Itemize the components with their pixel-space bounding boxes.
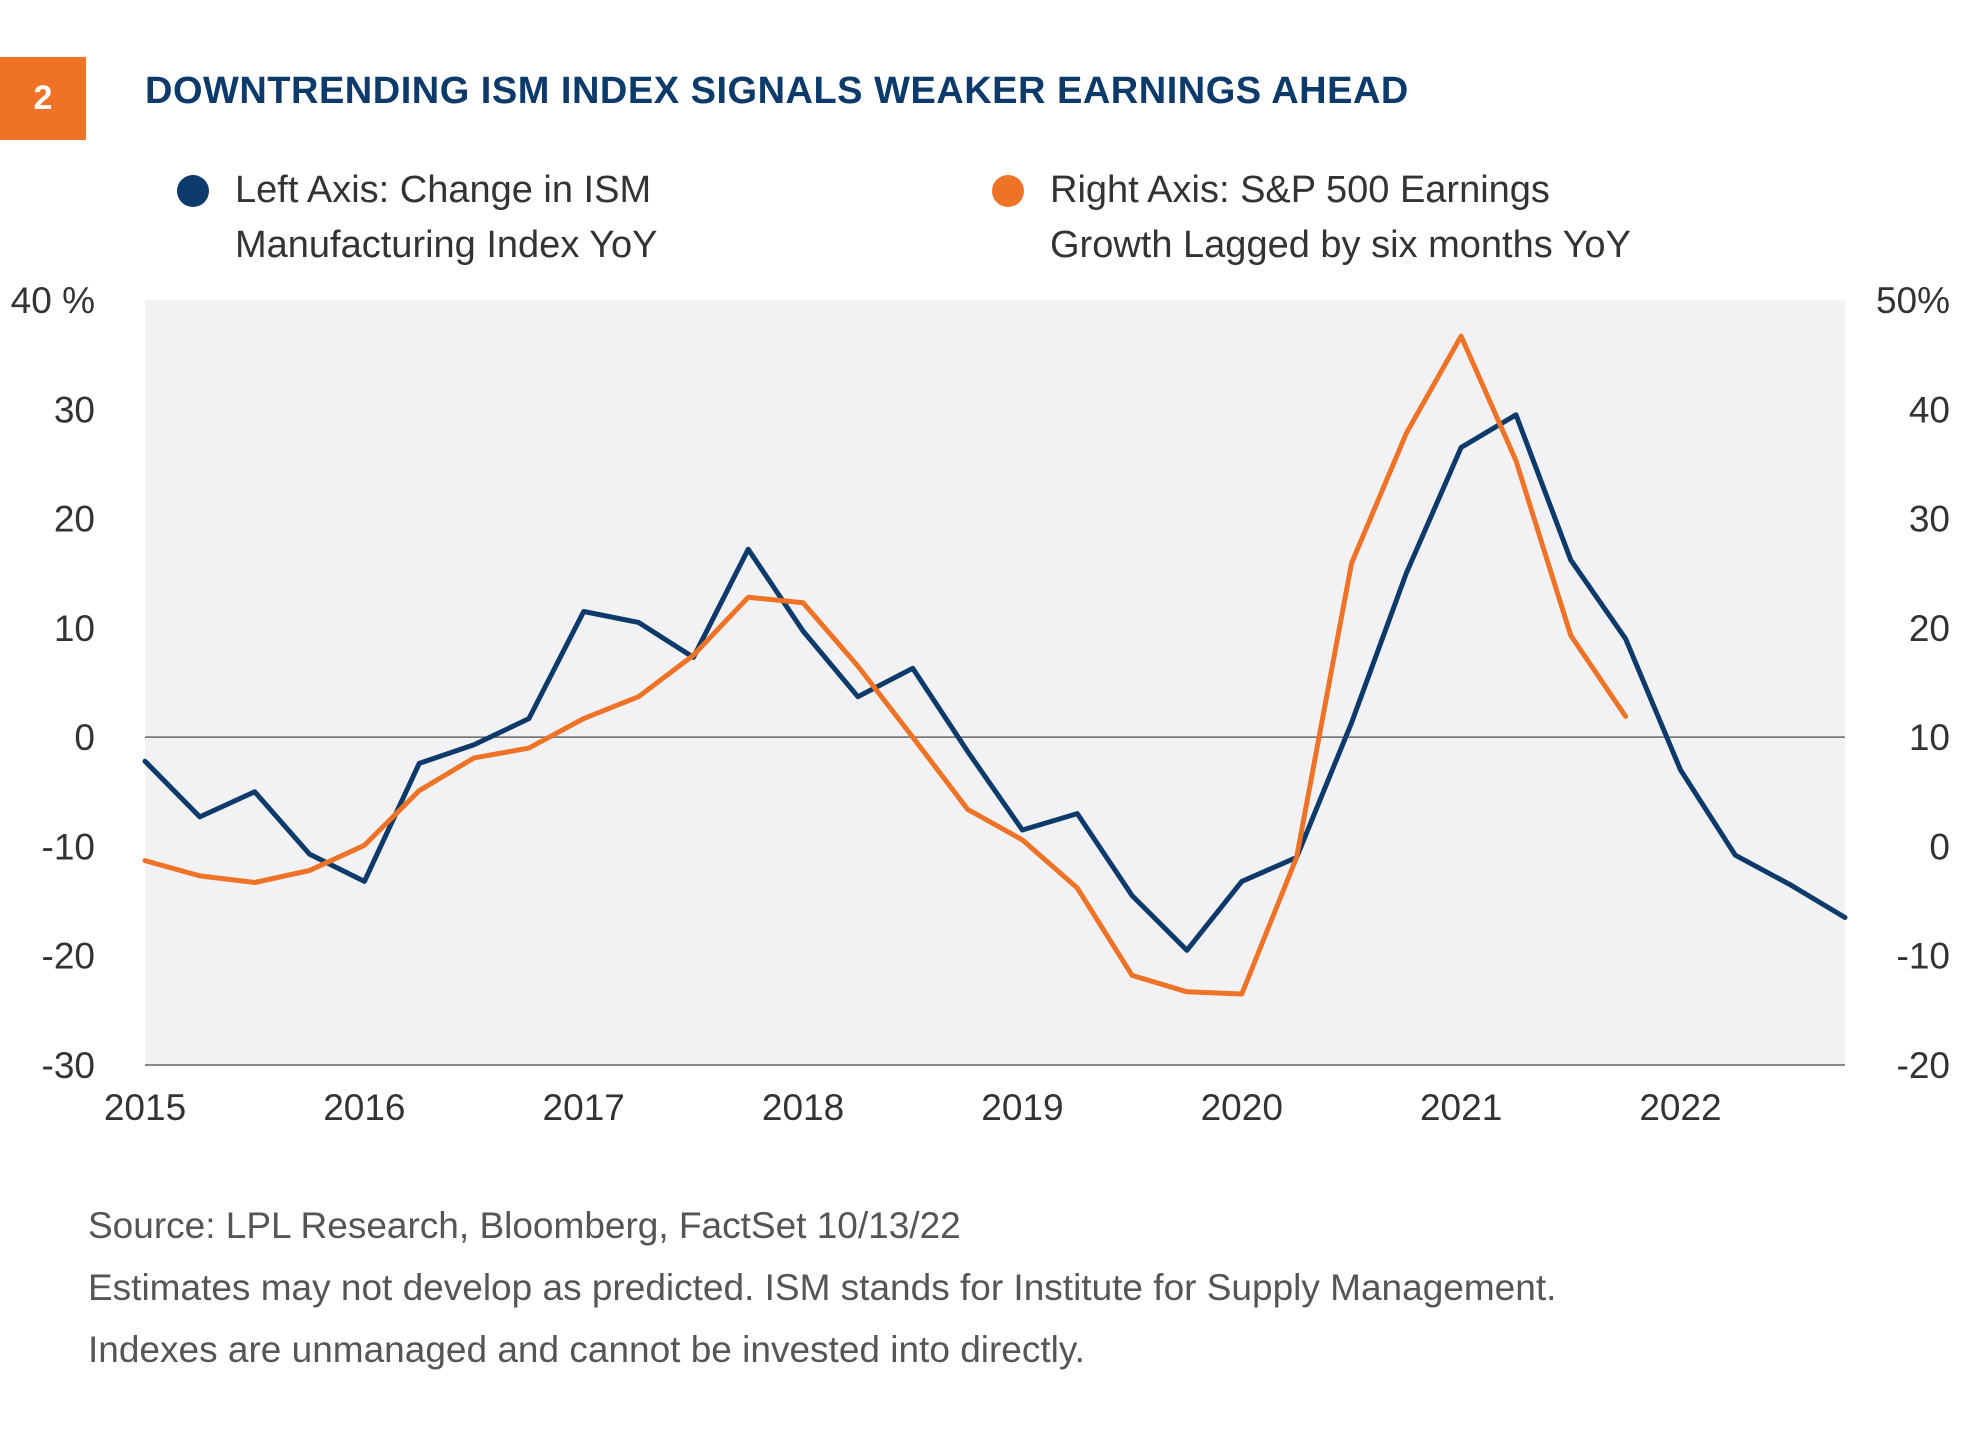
- right-axis-tick-label: 10: [1909, 717, 1950, 758]
- figure-number-badge: 2: [0, 57, 86, 140]
- footer-disclaimer-1: Estimates may not develop as predicted. …: [88, 1267, 1557, 1308]
- series-line-ism: [142, 412, 1848, 953]
- right-axis-tick-label: 20: [1909, 608, 1950, 649]
- left-axis-tick-label: 0: [74, 717, 95, 758]
- right-axis-tick-label: -20: [1897, 1045, 1950, 1086]
- legend-earnings-dot-icon: [992, 175, 1024, 207]
- footer-source: Source: LPL Research, Bloomberg, FactSet…: [88, 1205, 961, 1246]
- legend-item-earnings: Right Axis: S&P 500 Earnings Growth Lagg…: [992, 163, 1631, 273]
- footer-notes: Source: LPL Research, Bloomberg, FactSet…: [88, 1195, 1556, 1381]
- left-axis-tick-label: 30: [54, 389, 95, 430]
- x-axis-tick-label: 2015: [104, 1087, 186, 1128]
- plot-background: [145, 300, 1845, 1065]
- legend-ism-line-2: Manufacturing Index YoY: [235, 224, 658, 266]
- x-axis-tick-label: 2018: [762, 1087, 844, 1128]
- left-axis-tick-label: -20: [42, 936, 95, 977]
- series-line-earnings: [142, 333, 1629, 997]
- left-axis-tick-label: 20: [54, 499, 95, 540]
- chart-title: DOWNTRENDING ISM INDEX SIGNALS WEAKER EA…: [145, 70, 1409, 112]
- right-axis-tick-label: 50%: [1876, 280, 1950, 321]
- footer-disclaimer-2: Indexes are unmanaged and cannot be inve…: [88, 1329, 1085, 1370]
- legend-item-ism: Left Axis: Change in ISM Manufacturing I…: [177, 163, 658, 273]
- right-axis-tick-label: 30: [1909, 499, 1950, 540]
- left-axis-ticks: 40 % 30 20 10 0 -10 -20 -30: [11, 280, 95, 1086]
- x-axis-tick-label: 2022: [1639, 1087, 1721, 1128]
- series-layer: [142, 333, 1848, 997]
- x-axis-tick-label: 2020: [1201, 1087, 1283, 1128]
- left-axis-tick-label: 40 %: [11, 280, 95, 321]
- x-axis-tick-label: 2016: [323, 1087, 405, 1128]
- right-axis-tick-label: 0: [1929, 826, 1950, 867]
- x-axis-tick-label: 2019: [981, 1087, 1063, 1128]
- legend-earnings-line-1: Right Axis: S&P 500 Earnings: [1050, 169, 1550, 211]
- legend-ism-dot-icon: [177, 175, 209, 207]
- right-axis-tick-label: -10: [1897, 936, 1950, 977]
- x-axis-tick-label: 2021: [1420, 1087, 1502, 1128]
- legend-ism-line-1: Left Axis: Change in ISM: [235, 169, 652, 211]
- right-axis-tick-label: 40: [1909, 389, 1950, 430]
- legend-ism-label: Left Axis: Change in ISM Manufacturing I…: [235, 163, 658, 273]
- legend-earnings-label: Right Axis: S&P 500 Earnings Growth Lagg…: [1050, 163, 1631, 273]
- right-axis-ticks: 50% 40 30 20 10 0 -10 -20: [1876, 280, 1950, 1086]
- x-axis-tick-label: 2017: [543, 1087, 625, 1128]
- left-axis-tick-label: -30: [42, 1045, 95, 1086]
- left-axis-tick-label: 10: [54, 608, 95, 649]
- legend-earnings-line-2: Growth Lagged by six months YoY: [1050, 224, 1631, 266]
- left-axis-tick-label: -10: [42, 826, 95, 867]
- x-axis-ticks: 2015 2016 2017 2018 2019 2020 2021 2022: [104, 1087, 1722, 1128]
